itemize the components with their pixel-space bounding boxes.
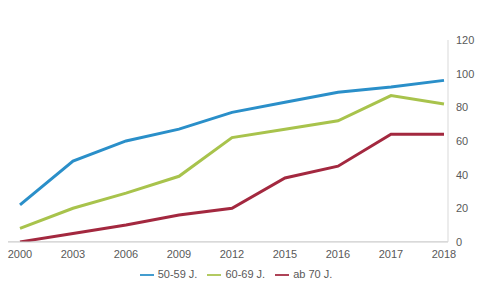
svg-text:100: 100 xyxy=(456,68,472,80)
html-text:ab 70 J.: ab 70 J. xyxy=(293,267,333,280)
svg-text:2016: 2016 xyxy=(326,248,350,260)
html-text:60-69 J.: 60-69 J. xyxy=(225,267,266,280)
svg-text:2017: 2017 xyxy=(379,248,403,260)
svg-text:2006: 2006 xyxy=(114,248,138,260)
svg-text:120: 120 xyxy=(456,34,472,46)
svg-text:2003: 2003 xyxy=(61,248,85,260)
svg-text:2018: 2018 xyxy=(432,248,456,260)
svg-text:60: 60 xyxy=(456,135,468,147)
svg-text:20: 20 xyxy=(456,202,468,214)
svg-text:2012: 2012 xyxy=(220,248,244,260)
svg-text:2015: 2015 xyxy=(273,248,297,260)
svg-text:40: 40 xyxy=(456,169,468,181)
svg-text:80: 80 xyxy=(456,101,468,113)
svg-text:2009: 2009 xyxy=(167,248,191,260)
html-text:50-59 J.: 50-59 J. xyxy=(157,267,198,280)
svg-text:0: 0 xyxy=(456,236,462,248)
svg-text:2000: 2000 xyxy=(8,248,32,260)
